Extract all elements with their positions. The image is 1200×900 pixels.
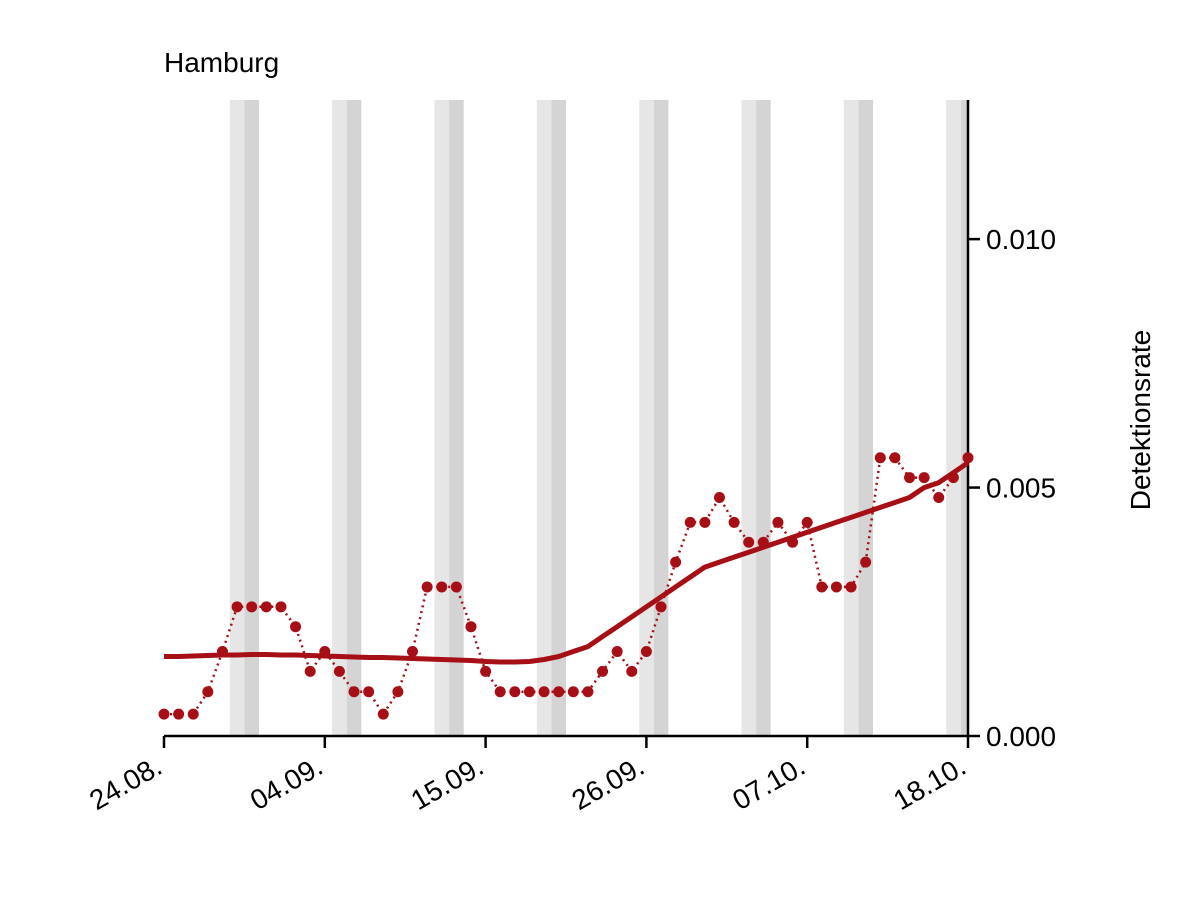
data-point (582, 686, 594, 698)
data-point (436, 581, 448, 593)
weekend-band (332, 100, 347, 736)
data-point (874, 452, 886, 464)
y-tick-label: 0.000 (986, 721, 1056, 752)
data-point (348, 686, 360, 698)
data-point (626, 665, 638, 677)
data-point (187, 708, 199, 720)
data-point (860, 556, 872, 568)
x-tick-label: 26.09. (566, 750, 649, 816)
data-point (904, 472, 916, 484)
observed-line (164, 456, 970, 716)
data-point (290, 621, 302, 633)
weekend-band (960, 100, 968, 736)
weekend-band (858, 100, 873, 736)
data-point (275, 601, 287, 613)
data-point (597, 665, 609, 677)
data-point (801, 516, 813, 528)
weekend-band (536, 100, 552, 736)
data-point (333, 665, 345, 677)
data-point (465, 621, 477, 633)
data-point (553, 686, 565, 698)
data-point (231, 601, 243, 613)
data-point (450, 581, 462, 593)
data-point (377, 708, 389, 720)
data-point (655, 601, 667, 613)
data-point (962, 452, 974, 464)
weekend-band (434, 100, 450, 736)
data-point (918, 472, 930, 484)
data-point (260, 601, 272, 613)
data-point (816, 581, 828, 593)
x-tick-label: 24.08. (84, 750, 167, 816)
x-tick-label: 07.10. (727, 750, 810, 816)
data-point (567, 686, 579, 698)
data-point (421, 581, 433, 593)
data-point (743, 536, 755, 548)
data-point (611, 646, 623, 658)
chart-title: Hamburg (164, 47, 279, 78)
data-point (640, 646, 652, 658)
data-point (407, 646, 419, 658)
weekend-band (551, 100, 566, 736)
x-tick-label: 18.10. (888, 750, 971, 816)
y-tick-label: 0.010 (986, 224, 1056, 255)
weekend-band (346, 100, 362, 736)
data-point (713, 492, 725, 503)
data-point (494, 686, 506, 698)
data-point (845, 581, 857, 593)
smoothed-line (164, 460, 970, 665)
weekend-bands (229, 100, 968, 736)
data-point (699, 516, 711, 528)
x-tick-label: 04.09. (245, 750, 328, 816)
data-point (684, 516, 696, 528)
data-point (480, 665, 492, 677)
data-point (304, 665, 316, 677)
weekend-band (946, 100, 961, 736)
data-point (523, 686, 535, 698)
weekend-band (843, 100, 859, 736)
weekend-band (741, 100, 757, 736)
weekend-band (639, 100, 654, 736)
data-point (670, 556, 682, 568)
data-point (363, 686, 375, 698)
data-point (158, 708, 170, 720)
data-point (246, 601, 258, 613)
data-point (509, 686, 521, 698)
data-point (933, 492, 945, 503)
weekend-band (449, 100, 464, 736)
y-tick-label: 0.005 (986, 473, 1056, 504)
x-tick-label: 15.09. (406, 750, 489, 816)
data-point (772, 516, 784, 528)
data-point (392, 686, 404, 698)
y-axis-label: Detektionsrate (1125, 330, 1156, 511)
data-point (889, 452, 901, 464)
weekend-band (756, 100, 771, 736)
weekend-band (653, 100, 669, 736)
data-point (173, 708, 185, 720)
data-point (538, 686, 550, 698)
data-point (202, 686, 214, 698)
data-point (728, 516, 740, 528)
data-point (830, 581, 842, 593)
weekend-band (244, 100, 259, 736)
weekend-band (229, 100, 245, 736)
